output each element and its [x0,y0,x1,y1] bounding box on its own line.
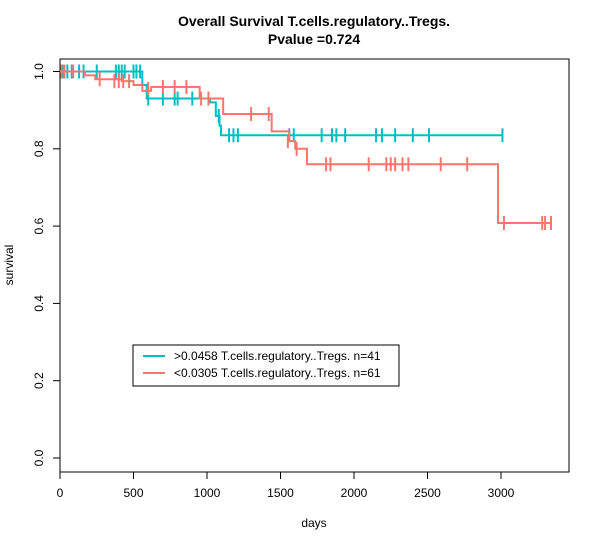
legend-label-high: >0.0458 T.cells.regulatory..Tregs. n=41 [174,349,381,363]
legend: >0.0458 T.cells.regulatory..Tregs. n=41 … [132,344,400,387]
legend-label-low: <0.0305 T.cells.regulatory..Tregs. n=61 [174,366,381,380]
chart-title: Overall Survival T.cells.regulatory..Tre… [178,13,450,29]
y-tick-label: 0.4 [32,295,46,312]
x-tick-label: 0 [57,486,64,500]
y-tick-label: 0.8 [32,140,46,157]
x-tick-label: 2500 [414,486,441,500]
y-axis: 0.0 0.2 0.4 0.6 0.8 1.0 [32,63,61,466]
y-axis-label: survival [2,245,16,286]
survival-curve-low [60,70,551,225]
x-tick-label: 1500 [267,486,294,500]
survival-curve-high [60,70,503,137]
x-tick-label: 3000 [488,486,515,500]
plot-frame [59,58,570,473]
x-tick-label: 500 [123,486,143,500]
y-tick-label: 1.0 [32,63,46,80]
chart-subtitle: Pvalue =0.724 [268,31,360,47]
y-tick-label: 0.6 [32,217,46,234]
y-tick-label: 0.2 [32,372,46,389]
x-axis: 0 500 1000 1500 2000 2500 3000 [57,471,515,500]
x-axis-label: days [301,516,326,530]
x-tick-label: 1000 [194,486,221,500]
series-layer [60,64,552,231]
legend-box [132,344,400,387]
x-tick-label: 2000 [341,486,368,500]
y-tick-label: 0.0 [32,449,46,466]
